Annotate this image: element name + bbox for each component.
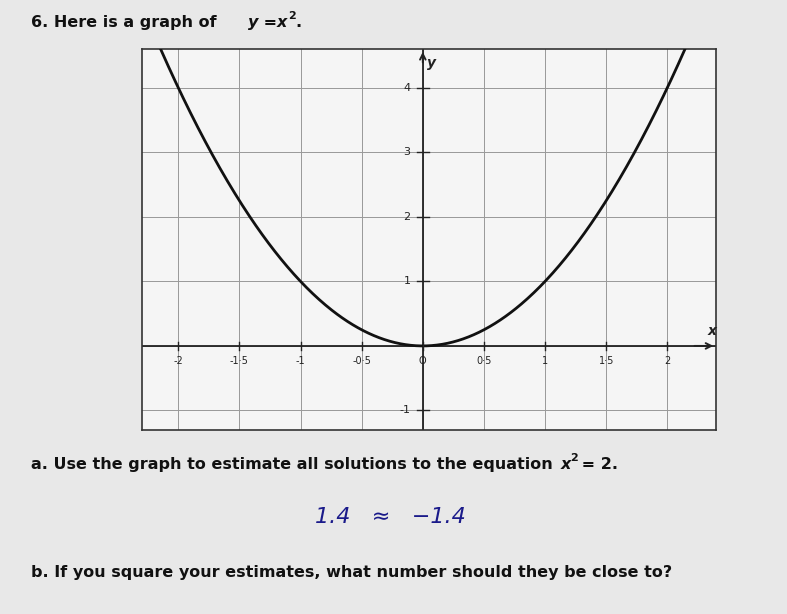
Text: -0·5: -0·5 bbox=[353, 356, 371, 365]
Text: 0·5: 0·5 bbox=[476, 356, 492, 365]
Text: y: y bbox=[427, 56, 436, 69]
Text: x: x bbox=[277, 15, 287, 30]
Text: 2: 2 bbox=[288, 11, 296, 21]
Text: -1·5: -1·5 bbox=[230, 356, 249, 365]
Text: 1·5: 1·5 bbox=[598, 356, 614, 365]
Text: = 2.: = 2. bbox=[576, 457, 618, 472]
Text: 3: 3 bbox=[404, 147, 411, 157]
Text: x: x bbox=[708, 324, 717, 338]
Text: 1.4   ≈   −1.4: 1.4 ≈ −1.4 bbox=[315, 507, 466, 527]
Text: b. If you square your estimates, what number should they be close to?: b. If you square your estimates, what nu… bbox=[31, 565, 673, 580]
Text: -1: -1 bbox=[296, 356, 305, 365]
Text: -2: -2 bbox=[173, 356, 183, 365]
Text: a. Use the graph to estimate all solutions to the equation: a. Use the graph to estimate all solutio… bbox=[31, 457, 559, 472]
Text: O: O bbox=[419, 356, 427, 365]
Text: 1: 1 bbox=[542, 356, 548, 365]
Text: =: = bbox=[258, 15, 283, 30]
Text: 2: 2 bbox=[570, 453, 578, 462]
Text: -1: -1 bbox=[400, 405, 411, 416]
Text: y: y bbox=[248, 15, 258, 30]
Text: 4: 4 bbox=[404, 83, 411, 93]
Text: x: x bbox=[560, 457, 571, 472]
Text: 2: 2 bbox=[664, 356, 671, 365]
Text: 1: 1 bbox=[404, 276, 411, 286]
Text: .: . bbox=[295, 15, 301, 30]
Text: 6. Here is a graph of: 6. Here is a graph of bbox=[31, 15, 223, 30]
Text: 2: 2 bbox=[404, 212, 411, 222]
